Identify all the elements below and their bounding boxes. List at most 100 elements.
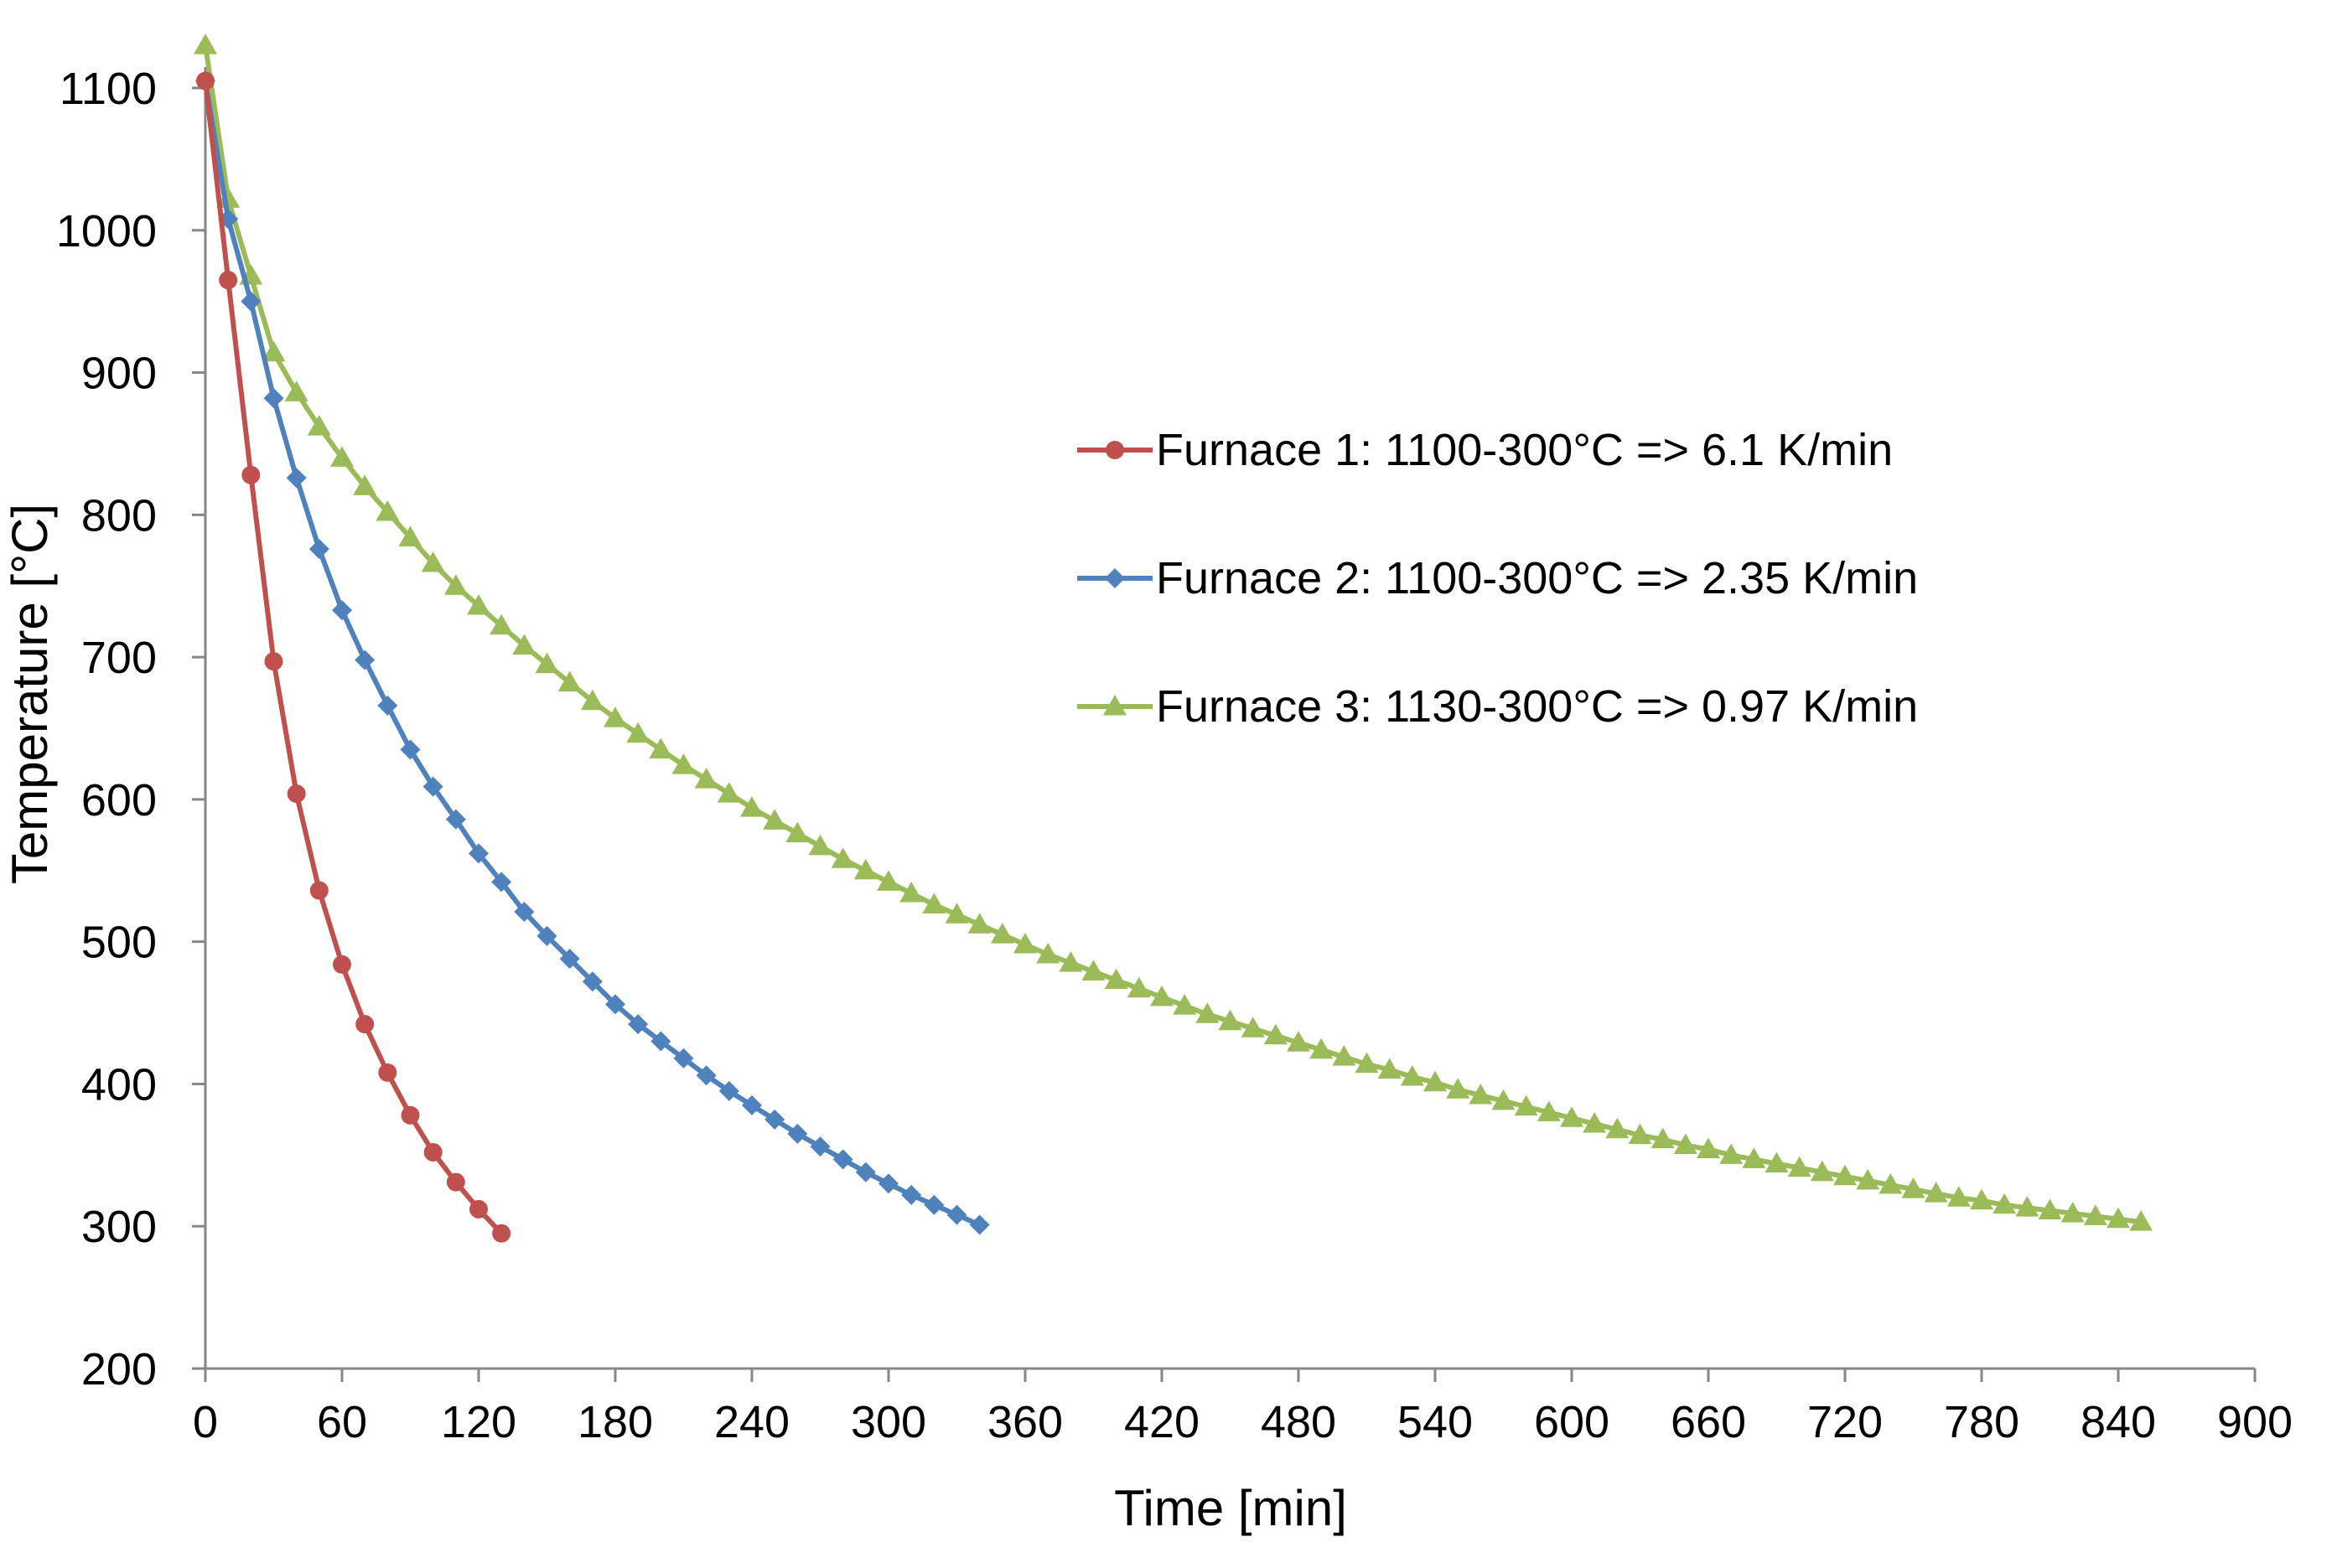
series-line-furnace-1: [203, 78, 505, 1236]
data-point-furnace-3: [421, 551, 445, 572]
y-axis-title: Temperature [°C]: [2, 504, 58, 884]
legend-marker: [1103, 695, 1127, 716]
data-point-furnace-3: [1081, 960, 1106, 981]
data-point-furnace-3: [2038, 1198, 2062, 1220]
data-point-furnace-2: [696, 1065, 717, 1086]
data-point-furnace-3: [1400, 1064, 1424, 1086]
data-point-furnace-3: [490, 613, 514, 635]
data-point-furnace-3: [398, 525, 422, 546]
x-tick-label: 540: [1397, 1397, 1473, 1447]
data-point-furnace-2: [650, 1031, 671, 1052]
data-point-furnace-1: [423, 1142, 443, 1162]
data-point-furnace-3: [1059, 951, 1083, 972]
data-point-furnace-1: [219, 271, 238, 290]
data-point-furnace-1: [287, 784, 306, 804]
y-tick-label: 400: [81, 1059, 157, 1110]
data-point-furnace-3: [990, 923, 1014, 944]
data-point-furnace-3: [1355, 1052, 1379, 1074]
x-tick-label: 0: [193, 1397, 218, 1447]
data-point-furnace-1: [401, 1105, 420, 1125]
data-point-furnace-2: [878, 1173, 899, 1194]
data-point-furnace-2: [355, 649, 376, 670]
x-tick-label: 840: [2081, 1397, 2156, 1447]
data-point-furnace-3: [740, 796, 764, 817]
data-point-furnace-2: [241, 291, 262, 312]
data-point-furnace-3: [1628, 1123, 1652, 1145]
data-point-furnace-1: [196, 71, 215, 91]
data-point-furnace-2: [308, 539, 329, 560]
data-point-furnace-3: [194, 34, 217, 54]
data-point-furnace-3: [467, 593, 490, 615]
data-point-furnace-3: [1697, 1137, 1720, 1159]
data-point-furnace-3: [626, 722, 650, 743]
data-point-furnace-3: [1879, 1172, 1903, 1194]
data-point-furnace-3: [1673, 1133, 1697, 1154]
data-point-furnace-2: [924, 1194, 945, 1215]
data-point-furnace-3: [1446, 1078, 1470, 1099]
data-point-furnace-3: [1605, 1117, 1630, 1139]
data-point-furnace-3: [2060, 1201, 2085, 1223]
data-point-furnace-1: [492, 1224, 511, 1243]
data-point-furnace-2: [810, 1136, 831, 1157]
legend-marker: [1105, 568, 1125, 588]
x-tick-label: 120: [441, 1397, 516, 1447]
data-point-furnace-3: [1127, 976, 1151, 998]
y-tick-label: 500: [81, 918, 157, 968]
data-point-furnace-3: [831, 847, 855, 868]
data-point-furnace-2: [582, 971, 603, 992]
data-point-furnace-3: [1765, 1151, 1789, 1173]
data-point-furnace-3: [216, 187, 241, 208]
data-point-furnace-3: [1560, 1106, 1583, 1127]
data-point-furnace-1: [355, 1015, 375, 1034]
data-point-furnace-2: [764, 1109, 785, 1130]
data-point-furnace-2: [400, 739, 421, 760]
data-point-furnace-3: [1833, 1164, 1857, 1186]
data-point-furnace-3: [694, 768, 718, 789]
data-point-furnace-3: [307, 415, 331, 436]
data-point-furnace-3: [1742, 1147, 1766, 1168]
tick-labels: 0 60 120 180 240 300 360 420 480 540 600 660 720 780 8…: [56, 64, 2293, 1447]
data-point-furnace-2: [536, 925, 557, 946]
data-point-furnace-3: [1469, 1084, 1493, 1105]
y-tick-label: 800: [81, 490, 157, 541]
data-point-furnace-3: [1332, 1045, 1356, 1066]
x-tick-label: 240: [714, 1397, 790, 1447]
data-point-furnace-3: [1218, 1009, 1242, 1031]
data-point-furnace-2: [286, 468, 307, 489]
data-point-furnace-2: [628, 1014, 649, 1035]
data-point-furnace-2: [855, 1162, 876, 1182]
data-point-furnace-1: [241, 465, 261, 484]
data-point-furnace-3: [557, 670, 582, 692]
series: [194, 34, 2153, 1243]
data-point-furnace-3: [649, 737, 673, 758]
y-tick-label: 900: [81, 349, 157, 399]
data-point-furnace-3: [1013, 933, 1037, 954]
data-point-furnace-3: [671, 753, 696, 774]
data-point-furnace-3: [1195, 1002, 1220, 1023]
data-point-furnace-3: [1787, 1156, 1811, 1177]
data-point-furnace-3: [1993, 1193, 2017, 1214]
data-point-furnace-3: [1263, 1023, 1288, 1045]
data-point-furnace-3: [1719, 1143, 1744, 1164]
data-point-furnace-2: [422, 776, 443, 797]
data-point-furnace-3: [1423, 1070, 1447, 1092]
x-tick-label: 900: [2217, 1397, 2293, 1447]
data-point-furnace-3: [1514, 1094, 1538, 1116]
data-point-furnace-3: [1241, 1017, 1265, 1038]
data-point-furnace-3: [1651, 1127, 1675, 1149]
data-point-furnace-3: [535, 652, 559, 674]
x-axis-title: Time [min]: [1114, 1480, 1347, 1536]
x-tick-label: 600: [1534, 1397, 1609, 1447]
data-point-furnace-3: [376, 499, 400, 521]
legend-marker: [1106, 441, 1124, 459]
data-point-furnace-1: [309, 881, 329, 900]
data-point-furnace-3: [1537, 1100, 1561, 1121]
x-tick-label: 480: [1261, 1397, 1336, 1447]
data-point-furnace-2: [514, 902, 535, 923]
data-point-furnace-3: [284, 380, 308, 401]
x-tick-label: 660: [1671, 1397, 1746, 1447]
data-point-furnace-3: [717, 782, 741, 803]
data-point-furnace-3: [353, 474, 377, 495]
data-point-furnace-3: [922, 893, 946, 914]
